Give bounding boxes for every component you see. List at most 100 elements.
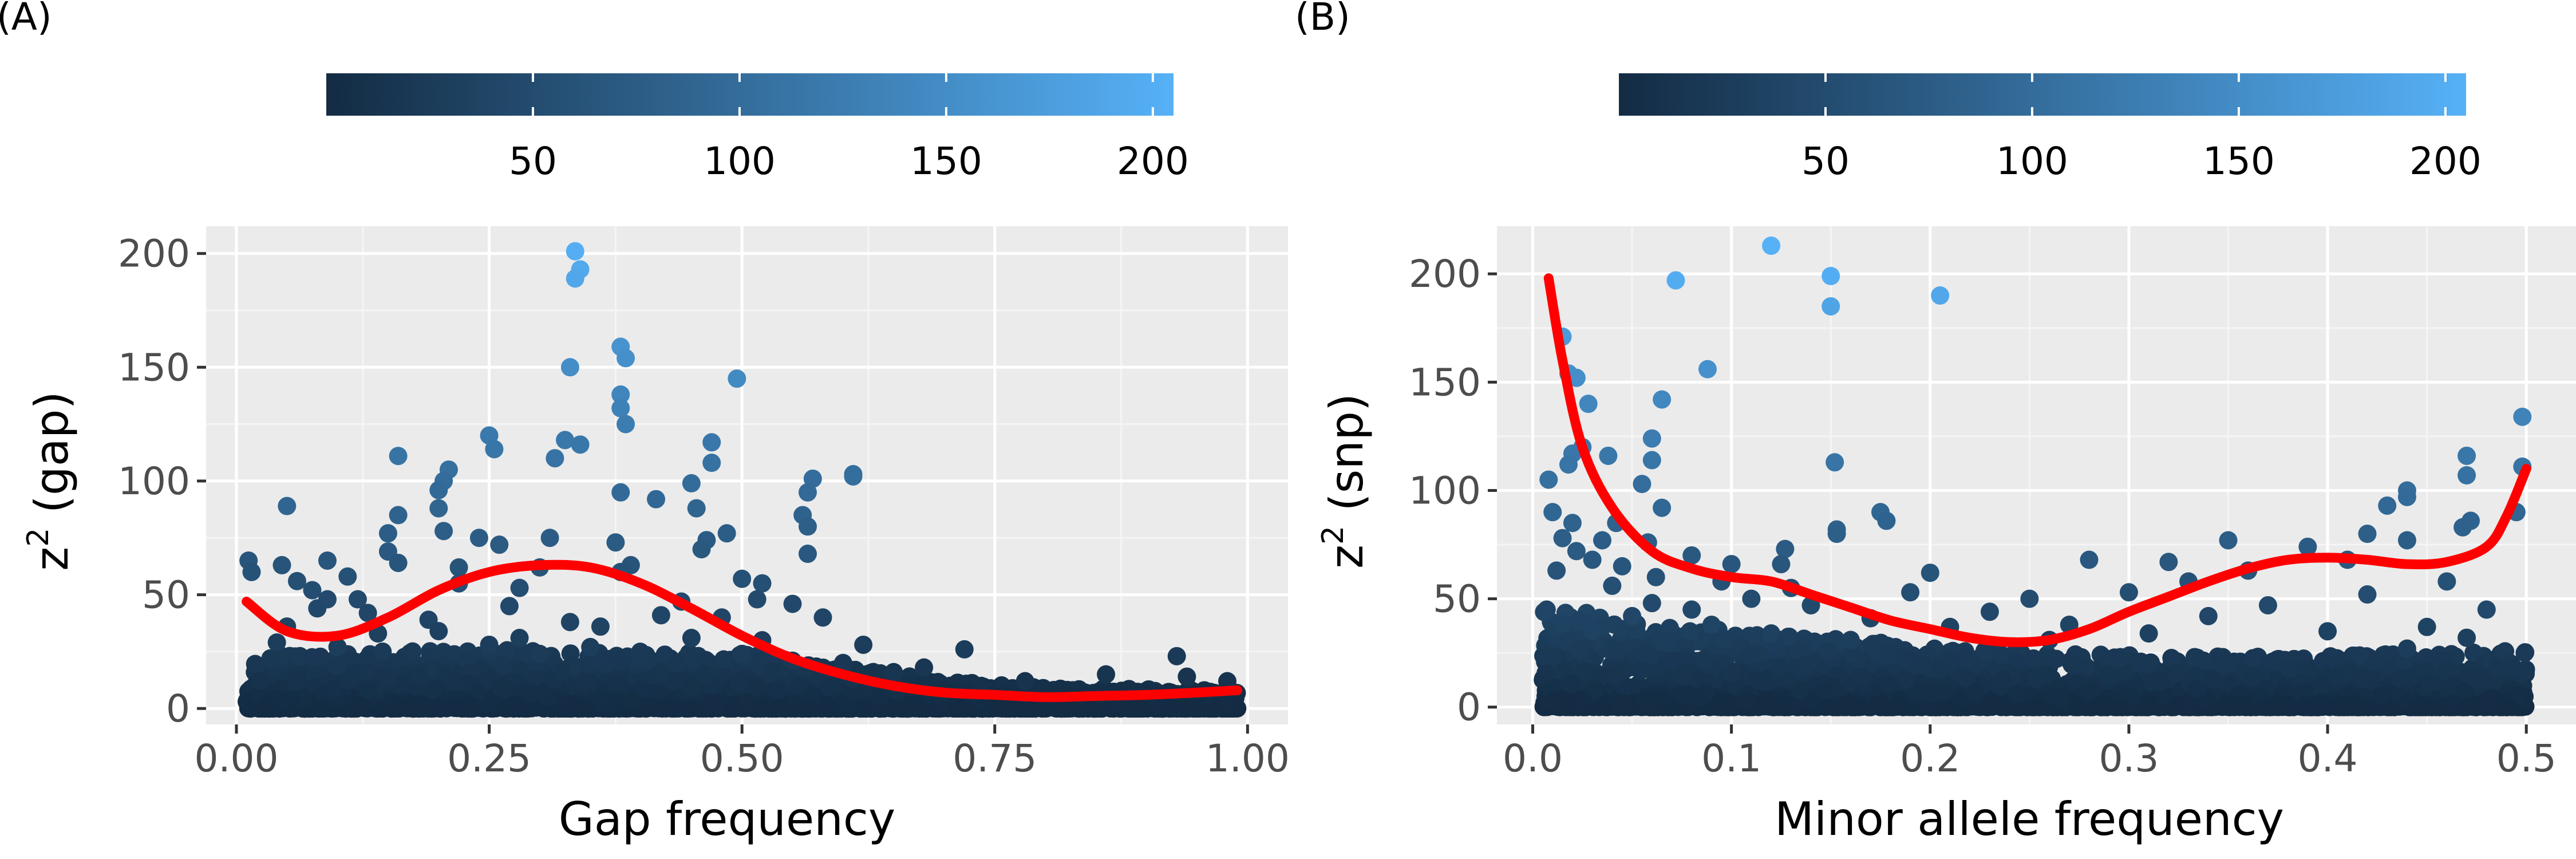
data-point-a [500, 597, 519, 616]
data-point-a [714, 650, 733, 669]
data-point-a [560, 698, 579, 716]
x-tick-label-a: 0.75 [953, 736, 1037, 781]
x-tick-label-a: 0.00 [195, 736, 279, 781]
data-point-a [798, 517, 817, 536]
data-point-a [631, 649, 650, 668]
data-point-a [682, 629, 701, 648]
data-point-a [429, 499, 448, 518]
colorbar-a: 50 100 150 200 [326, 73, 1189, 183]
data-point-a [490, 535, 509, 554]
data-point-a [955, 640, 974, 659]
data-point-a [289, 671, 307, 689]
data-point-a [798, 545, 817, 564]
data-point-a [1188, 699, 1207, 718]
colorbar-bar-b [1619, 73, 2466, 116]
data-point-a [352, 696, 371, 715]
data-point-a [591, 617, 610, 636]
colorbar-tick-label-a: 200 [1117, 139, 1189, 183]
data-point-a [884, 663, 903, 681]
data-point-a [717, 524, 736, 543]
y-tick-label-a: 0 [166, 687, 190, 731]
data-point-a [546, 449, 564, 468]
data-point-a [1018, 699, 1037, 718]
colorbar-tick-label-a: 100 [704, 139, 776, 183]
data-point-a [950, 699, 969, 718]
data-point-a [1159, 698, 1178, 716]
x-axis-title-a: Gap frequency [559, 793, 895, 846]
data-point-a [798, 483, 817, 502]
data-point-a [683, 677, 702, 696]
colorbar-tick-label-b: 150 [2203, 139, 2275, 183]
y-tick-label-a: 50 [142, 573, 190, 617]
data-point-a [667, 653, 686, 672]
data-point-a [687, 499, 706, 518]
data-point-a [449, 558, 468, 577]
data-point-a [278, 497, 297, 515]
data-point-a [530, 644, 549, 663]
data-point-a [272, 555, 291, 574]
data-point-a [692, 540, 711, 559]
data-point-a [762, 662, 781, 681]
data-point-a [577, 699, 596, 718]
data-point-a [493, 656, 512, 675]
data-point-a [768, 699, 787, 718]
x-tick-label-a: 0.25 [447, 736, 531, 781]
colorbar-tick-label-a: 150 [910, 139, 982, 183]
data-point-a [373, 642, 392, 661]
data-point-a [915, 658, 934, 677]
data-point-b [1537, 600, 1556, 619]
data-point-a [707, 693, 726, 712]
data-point-a [444, 673, 463, 692]
data-point-a [389, 506, 408, 525]
data-point-a [728, 369, 746, 388]
data-point-a [517, 644, 536, 663]
data-point-a [338, 567, 357, 586]
data-point-a [302, 648, 321, 667]
data-point-a [607, 674, 626, 693]
data-point-a [357, 663, 376, 681]
data-point-a [389, 447, 408, 466]
data-point-a [242, 562, 261, 581]
colorbar-tick-label-a: 50 [509, 139, 557, 183]
data-point-a [510, 629, 529, 648]
panel-a: (A) 50 100 150 200 0.00 0.25 0.50 0.75 1.000501… [0, 0, 1290, 846]
data-point-a [429, 480, 448, 499]
data-point-a [566, 269, 584, 288]
data-point-a [908, 699, 927, 718]
colorbar-ticks-a: 50 100 150 200 [509, 73, 1189, 183]
y-axis-title-base-a: z [25, 547, 78, 571]
data-point-a [389, 553, 408, 572]
panel-label-a: (A) [0, 0, 52, 39]
data-point-a [359, 681, 378, 700]
data-point-a [823, 676, 842, 695]
colorbar-tick-label-b: 100 [1996, 139, 2068, 183]
data-point-a [853, 699, 872, 718]
data-point-a [769, 680, 788, 699]
data-point-a [510, 698, 529, 716]
data-point-a [682, 474, 701, 492]
data-point-a [748, 590, 767, 609]
data-point-a [378, 669, 397, 688]
data-point-a [429, 622, 448, 641]
data-point-a [480, 635, 499, 654]
data-point-a [1130, 699, 1149, 718]
x-tick-label-a: 1.00 [1206, 736, 1290, 781]
colorbar-bar-a [326, 73, 1174, 116]
data-point-a [273, 691, 292, 710]
data-point-a [447, 698, 465, 716]
colorbar-tick-label-b: 50 [1801, 139, 1850, 183]
y-tick-label-a: 200 [118, 232, 190, 276]
data-point-a [617, 415, 635, 434]
data-point-a [308, 599, 327, 618]
y-tick-label-a: 150 [118, 345, 190, 389]
data-point-a [1052, 699, 1070, 718]
data-point-a [681, 699, 700, 718]
data-point-a [783, 594, 802, 613]
data-point-a [327, 656, 346, 675]
data-point-a [702, 454, 721, 472]
data-point-a [325, 680, 343, 699]
data-point-a [246, 655, 264, 673]
data-point-a [414, 699, 433, 718]
data-point-a [560, 358, 579, 377]
